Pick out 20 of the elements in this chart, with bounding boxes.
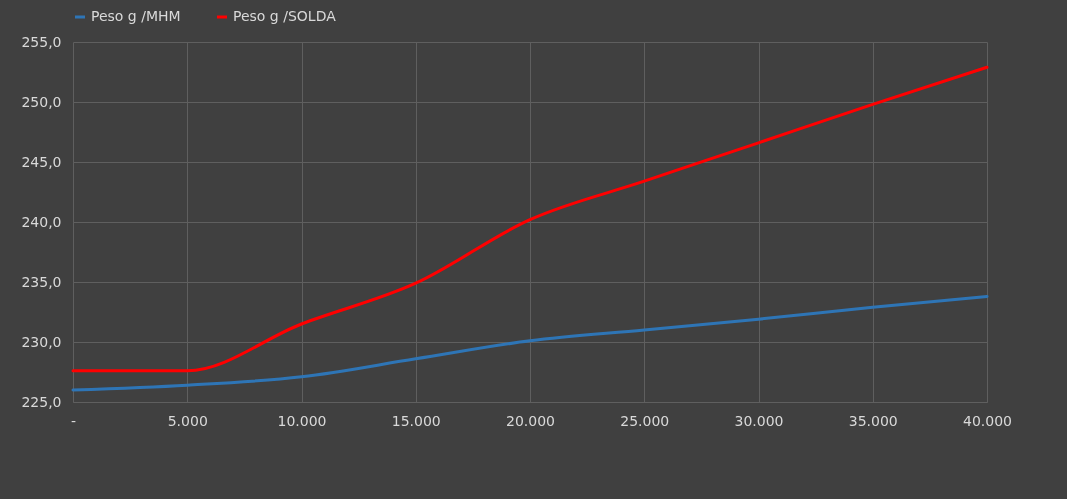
y-tick-label: 245,0 — [21, 153, 62, 170]
x-tick-label: 10.000 — [277, 412, 327, 429]
x-tick-label: 30.000 — [734, 412, 784, 429]
x-tick-label: 25.000 — [620, 412, 670, 429]
x-tick-label: 40.000 — [963, 412, 1012, 429]
x-tick-label: 15.000 — [391, 412, 441, 429]
y-tick-label: 230,0 — [21, 333, 62, 350]
line-series — [71, 294, 989, 392]
x-tick-label: 35.000 — [848, 412, 898, 429]
x-tick-label: - — [70, 412, 77, 429]
x-tick-label: 20.000 — [506, 412, 555, 429]
y-tick-label: 235,0 — [21, 273, 62, 290]
y-tick-label: 250,0 — [21, 93, 62, 110]
line-series — [71, 65, 989, 373]
x-tick-label: 5.000 — [167, 412, 208, 429]
y-tick-label: 225,0 — [21, 393, 62, 410]
legend-label: Peso g /MHM — [91, 8, 181, 24]
legend-label: Peso g /SOLDA — [233, 8, 337, 24]
y-tick-label: 240,0 — [21, 213, 62, 230]
y-tick-label: 255,0 — [21, 33, 62, 50]
